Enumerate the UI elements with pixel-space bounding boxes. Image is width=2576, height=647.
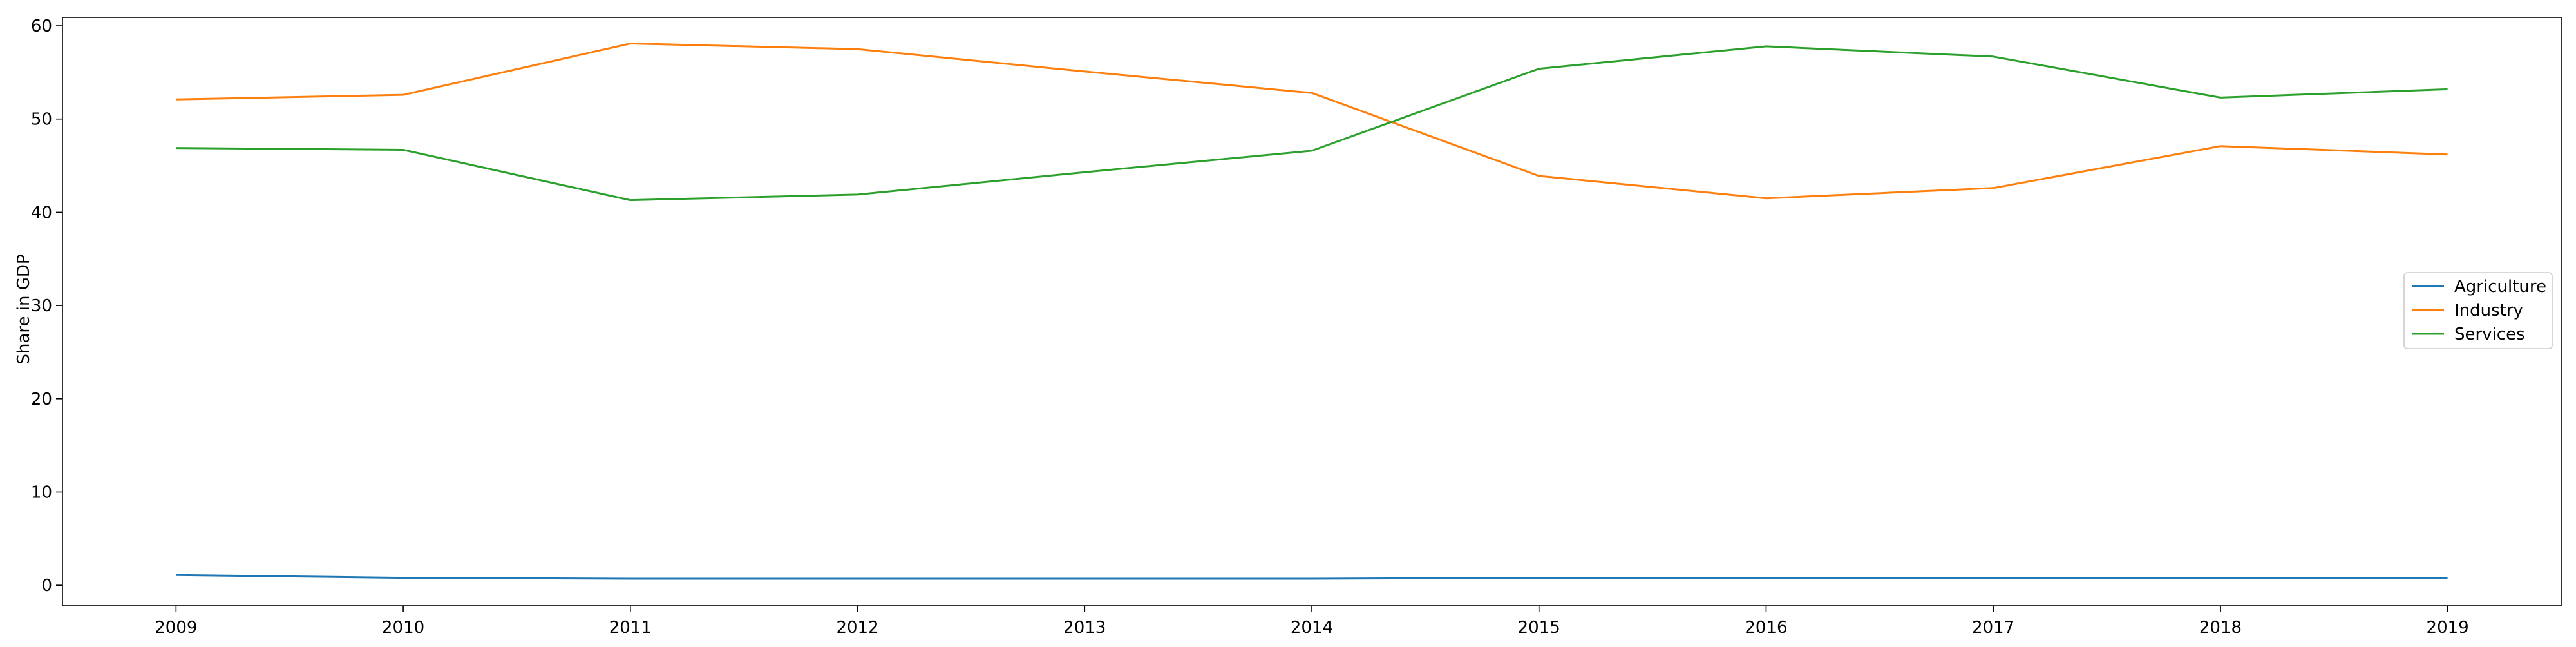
x-tick-label: 2019: [2427, 618, 2469, 637]
legend-box: [2403, 272, 2553, 349]
y-tick-label: 10: [31, 483, 52, 502]
x-tick-label: 2012: [836, 618, 878, 637]
x-axis: 2009 2010 2011 2012 2013 2014 2015 2016 2017 2018…: [155, 606, 2469, 637]
legend-label-agriculture: Agriculture: [2454, 277, 2546, 296]
y-tick-label: 30: [31, 296, 52, 316]
series-line-industry: [176, 43, 2448, 200]
y-axis-label: Share in GDP: [14, 254, 33, 364]
y-axis: 0 10 20 30 40 50 60: [31, 17, 62, 595]
x-tick-label: 2017: [1972, 618, 2014, 637]
y-tick-label: 0: [41, 576, 52, 595]
x-tick-label: 2018: [2199, 618, 2242, 637]
x-tick-label: 2015: [1518, 618, 1560, 637]
series-line-agriculture: [176, 574, 2448, 580]
x-tick-label: 2011: [609, 618, 652, 637]
plot-border: [62, 17, 2562, 606]
x-tick-label: 2016: [1745, 618, 1787, 637]
y-tick-label: 20: [31, 390, 52, 409]
y-tick-label: 60: [31, 17, 52, 36]
legend: Agriculture Industry Services: [2403, 272, 2553, 349]
series-lines: [176, 43, 2448, 580]
legend-label-services: Services: [2454, 325, 2525, 344]
x-tick-label: 2014: [1291, 618, 1333, 637]
x-tick-label: 2010: [382, 618, 424, 637]
plot-area: [62, 17, 2562, 606]
x-tick-label: 2009: [155, 618, 197, 637]
y-tick-label: 40: [31, 203, 52, 222]
y-tick-label: 50: [31, 110, 52, 130]
x-tick-label: 2013: [1063, 618, 1106, 637]
series-line-services: [176, 45, 2448, 202]
legend-label-industry: Industry: [2454, 301, 2523, 320]
